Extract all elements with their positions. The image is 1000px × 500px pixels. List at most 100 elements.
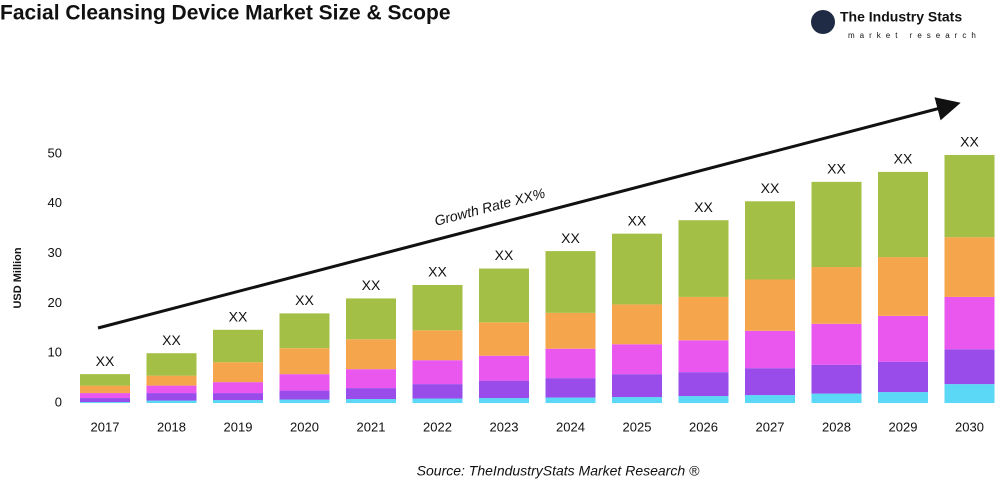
bar-segment — [479, 380, 529, 399]
bar-segment — [811, 267, 862, 324]
bar-segment — [545, 378, 596, 398]
x-tick-label: 2019 — [224, 419, 253, 434]
y-tick-label: 40 — [48, 195, 62, 210]
bar-segment — [213, 362, 263, 383]
bar-segment — [745, 330, 795, 369]
bar-segment — [678, 372, 729, 397]
chart-title: Facial Cleansing Device Market Size & Sc… — [0, 2, 451, 25]
bar-segment — [279, 374, 330, 391]
bar-segment — [944, 237, 995, 297]
bar-segment — [612, 344, 662, 375]
bar-segment — [213, 400, 263, 404]
bar-segment — [678, 396, 729, 404]
bar-segment — [80, 402, 130, 404]
bar-segment — [346, 388, 396, 400]
total-label: XX — [628, 212, 647, 228]
bar-segment — [545, 312, 596, 349]
bar-segment — [612, 374, 662, 398]
x-tick-label: 2017 — [91, 419, 120, 434]
logo: The Industry Stats market research — [811, 9, 981, 40]
bar-segment — [745, 395, 795, 404]
bar-segment — [279, 390, 330, 400]
y-tick-label: 10 — [48, 345, 62, 360]
y-axis-label: USD Million — [12, 247, 24, 308]
bar-segment — [878, 361, 928, 393]
total-label: XX — [561, 230, 580, 246]
bar-segment — [146, 353, 197, 376]
y-tick-label: 50 — [48, 145, 62, 160]
total-label: XX — [960, 134, 979, 150]
bar-segment — [346, 399, 396, 404]
bar-segment — [479, 355, 529, 381]
bar-segment — [80, 385, 130, 394]
total-label: XX — [162, 332, 181, 348]
bar-segment — [146, 393, 197, 401]
bar-segment — [545, 251, 596, 313]
bar-segment — [878, 257, 928, 316]
x-tick-label: 2025 — [623, 419, 652, 434]
total-label: XX — [295, 292, 314, 308]
bar-segment — [811, 393, 862, 404]
bar-segment — [811, 181, 862, 268]
logo-icon — [811, 10, 835, 34]
bar-segment — [213, 382, 263, 394]
x-tick-label: 2020 — [290, 419, 319, 434]
total-label: XX — [96, 353, 115, 369]
growth-arrow — [97, 97, 961, 330]
bar-segment — [146, 375, 197, 386]
bar-segment — [346, 339, 396, 370]
annotation: Growth Rate XX% — [433, 185, 547, 229]
bar-segment — [878, 392, 928, 404]
bar-segment — [279, 399, 330, 404]
total-label: XX — [761, 180, 780, 196]
bar-segment — [479, 322, 529, 356]
x-tick-label: 2022 — [423, 419, 452, 434]
total-label: XX — [827, 161, 846, 177]
y-tick-label: 20 — [48, 295, 62, 310]
logo-name: The Industry Stats — [840, 9, 962, 25]
bar-segment — [279, 348, 330, 375]
bar-segment — [412, 398, 463, 404]
bar-segment — [213, 329, 263, 363]
bar-segment — [545, 348, 596, 379]
total-label: XX — [495, 247, 514, 263]
bar-segment — [279, 313, 330, 349]
bar-segment — [80, 393, 130, 399]
x-tick-label: 2028 — [822, 419, 851, 434]
bar-segment — [412, 360, 463, 385]
bar-segment — [80, 398, 130, 403]
bar-segment — [346, 369, 396, 389]
x-tick-label: 2023 — [490, 419, 519, 434]
bar-segment — [745, 368, 795, 396]
total-label: XX — [428, 264, 447, 280]
bar-segment — [745, 201, 795, 280]
bar-segment — [745, 279, 795, 331]
bar-segment — [944, 384, 995, 404]
bar-segment — [479, 268, 529, 323]
bar-segment — [146, 400, 197, 404]
y-tick-label: 0 — [55, 394, 62, 409]
bar-segment — [944, 296, 995, 350]
bar-segment — [346, 298, 396, 340]
source: Source: TheIndustryStats Market Research… — [417, 463, 700, 479]
bar-segment — [545, 397, 596, 404]
x-tick-label: 2018 — [157, 419, 186, 434]
bar-segment — [412, 384, 463, 399]
bar-segment — [811, 364, 862, 394]
bar-segment — [80, 374, 130, 386]
bar-segment — [678, 220, 729, 297]
x-tick-label: 2029 — [889, 419, 918, 434]
bar-segment — [612, 233, 662, 305]
x-tick-label: 2030 — [955, 419, 984, 434]
bar-segment — [811, 323, 862, 365]
bar-segment — [412, 284, 463, 331]
logo-tagline: market research — [848, 31, 981, 40]
bar-segment — [878, 315, 928, 362]
bar-segment — [146, 385, 197, 394]
bar-segment — [213, 393, 263, 401]
total-label: XX — [362, 277, 381, 293]
total-label: XX — [894, 151, 913, 167]
bar-segment — [412, 330, 463, 361]
bar-segment — [678, 296, 729, 341]
